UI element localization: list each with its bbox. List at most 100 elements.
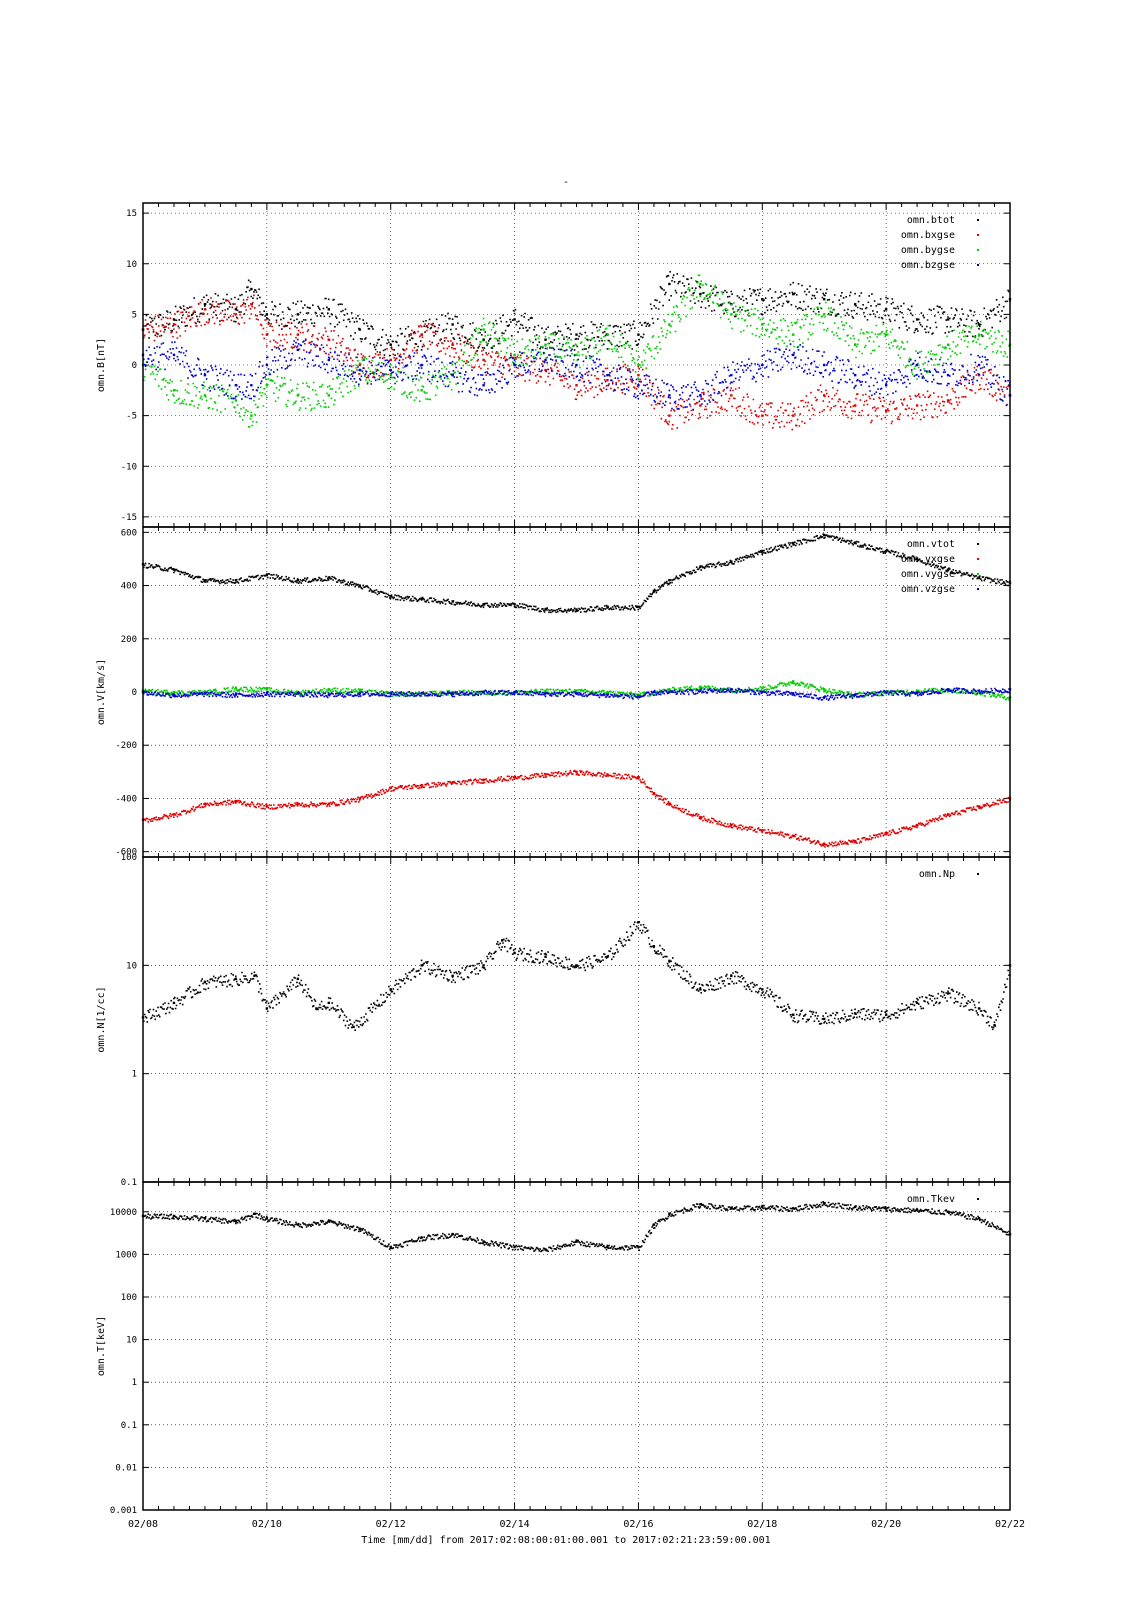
point-cloud <box>669 271 702 304</box>
point-cloud <box>669 395 702 430</box>
point-cloud <box>979 1218 1011 1236</box>
point-cloud <box>421 354 454 388</box>
point-cloud <box>390 691 423 697</box>
point-cloud <box>762 690 794 697</box>
point-cloud <box>731 550 763 565</box>
data-point <box>853 404 857 407</box>
data-point <box>296 348 300 352</box>
data-point <box>544 368 547 372</box>
data-point <box>823 363 826 367</box>
data-point <box>575 608 578 611</box>
point-cloud <box>266 338 299 376</box>
point-cloud <box>700 559 732 571</box>
data-point <box>296 802 300 805</box>
point-cloud <box>545 333 578 365</box>
data-point <box>172 353 176 357</box>
x-tick-label: 02/22 <box>995 1519 1025 1530</box>
point-cloud <box>328 796 361 807</box>
y-tick-label: 1 <box>132 1070 137 1080</box>
point-cloud <box>886 824 918 837</box>
data-point <box>730 373 733 377</box>
data-point <box>513 602 516 606</box>
data-point <box>823 533 826 537</box>
point-cloud <box>886 328 918 380</box>
data-point <box>761 1205 764 1209</box>
data-point <box>668 394 671 397</box>
point-cloud <box>948 567 980 580</box>
legend-label: omn.vygse <box>901 569 955 580</box>
point-cloud <box>452 960 485 984</box>
data-point <box>296 333 300 336</box>
point-cloud <box>359 786 392 800</box>
data-point <box>420 597 423 601</box>
data-point <box>823 1017 826 1021</box>
point-cloud <box>483 354 516 394</box>
data-point <box>575 1240 578 1243</box>
data-point <box>265 313 269 316</box>
series-cloud-omn.vzgse <box>143 687 1011 701</box>
data-point <box>575 353 578 357</box>
data-point <box>637 775 640 779</box>
series-omn.vtot <box>141 533 1012 614</box>
series-omn.Tkev <box>141 1201 1012 1253</box>
point-cloud <box>452 600 485 609</box>
data-point <box>172 690 176 694</box>
point-cloud <box>143 314 175 342</box>
legend-label: omn.bygse <box>901 245 955 256</box>
point-cloud <box>328 330 361 375</box>
data-point <box>668 1212 671 1215</box>
series-cloud-omn.bzgse <box>143 338 1011 411</box>
data-point <box>513 363 516 367</box>
data-point <box>420 389 423 392</box>
x-tick-label: 02/16 <box>623 1519 653 1530</box>
data-point <box>265 1217 269 1220</box>
data-point <box>977 1217 981 1220</box>
data-point <box>265 384 269 387</box>
series-omn.vzgse <box>141 687 1012 701</box>
data-point <box>234 579 238 582</box>
point-cloud <box>638 374 671 406</box>
point-cloud <box>390 352 423 385</box>
point-cloud <box>328 360 361 406</box>
data-point <box>451 974 454 978</box>
point-cloud <box>948 805 980 818</box>
data-point <box>234 384 238 387</box>
panel-3: 0.1 1 10 100 omn.N[1/cc] omn.Np <box>96 853 1012 1188</box>
panel-frame <box>142 1181 1011 1511</box>
point-cloud <box>576 324 609 369</box>
point-cloud <box>731 302 763 338</box>
data-point <box>946 373 950 377</box>
y-tick-label: 0 <box>132 688 137 698</box>
point-cloud <box>653 689 671 696</box>
legend-marker <box>977 588 979 590</box>
data-point <box>575 689 578 692</box>
point-cloud <box>297 297 330 327</box>
data-point <box>668 414 671 417</box>
data-point <box>172 318 176 321</box>
series-omn.bxgse <box>141 294 1012 431</box>
point-cloud <box>174 691 206 698</box>
point-cloud <box>353 985 392 1031</box>
legend-label: omn.Np <box>919 869 955 880</box>
series-cloud-omn.btot <box>143 271 1011 357</box>
y-tick-label: -600 <box>115 848 137 858</box>
data-point <box>668 802 671 805</box>
y-tick-label: 0.1 <box>121 1178 137 1188</box>
point-cloud <box>297 687 330 696</box>
point-cloud <box>979 320 1011 358</box>
y-axis-label: omn.N[1/cc] <box>96 986 107 1052</box>
data-point <box>420 1236 423 1239</box>
data-point <box>606 773 609 776</box>
point-cloud <box>700 1203 732 1212</box>
data-point <box>761 988 764 991</box>
point-cloud <box>483 1240 516 1251</box>
data-point <box>544 343 547 346</box>
data-point <box>977 363 981 367</box>
point-cloud <box>855 365 887 399</box>
data-point <box>451 781 454 784</box>
point-cloud <box>653 793 671 806</box>
y-tick-label: 100 <box>121 1293 137 1303</box>
point-cloud <box>793 384 825 427</box>
point-cloud <box>390 691 423 698</box>
point-cloud <box>514 690 547 698</box>
